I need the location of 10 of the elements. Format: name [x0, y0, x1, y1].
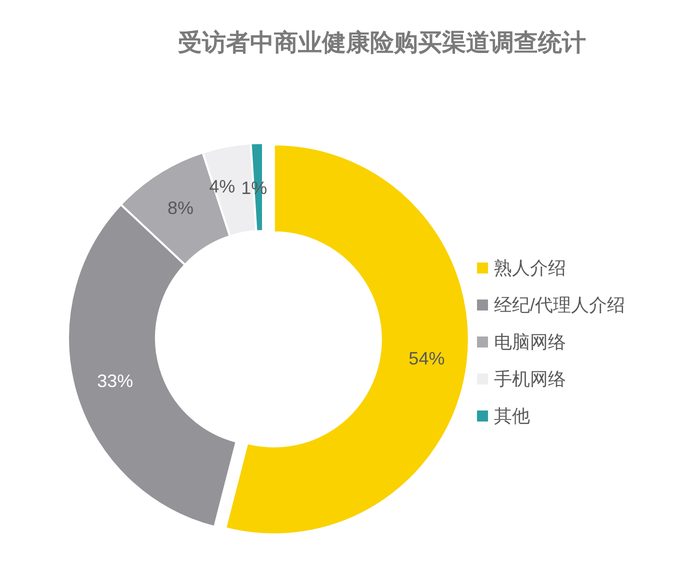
- chart-title: 受访者中商业健康险购买渠道调查统计: [178, 30, 586, 56]
- legend-label: 电脑网络: [494, 332, 566, 352]
- legend-label: 其他: [494, 406, 530, 426]
- legend-label: 经纪/代理人介绍: [494, 295, 626, 315]
- data-label: 33%: [97, 370, 134, 391]
- legend-label: 手机网络: [494, 369, 566, 389]
- legend-label: 熟人介绍: [494, 258, 566, 278]
- data-label: 4%: [209, 176, 236, 197]
- data-label: 8%: [167, 198, 194, 218]
- data-label: 54%: [408, 348, 445, 369]
